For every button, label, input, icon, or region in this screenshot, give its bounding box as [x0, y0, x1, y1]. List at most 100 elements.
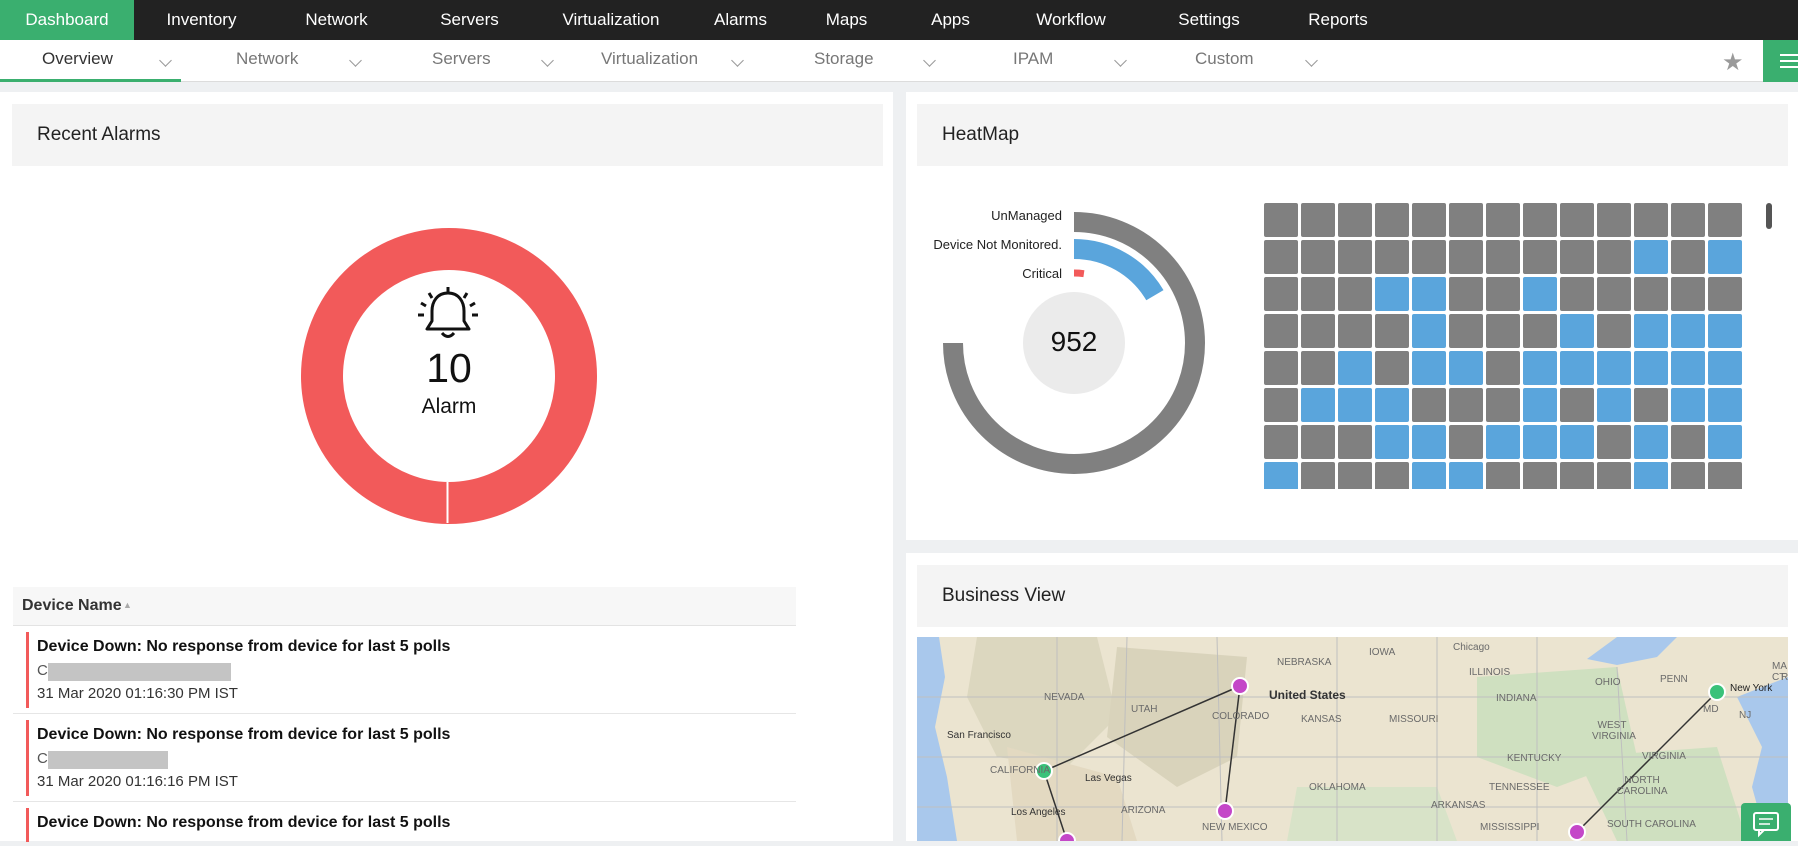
heatmap-cell[interactable]: [1634, 203, 1668, 237]
top-nav-apps[interactable]: Apps: [931, 10, 970, 29]
heatmap-cell[interactable]: [1338, 351, 1372, 385]
heatmap-cell[interactable]: [1597, 314, 1631, 348]
heatmap-cell[interactable]: [1375, 388, 1409, 422]
heatmap-cell[interactable]: [1338, 462, 1372, 489]
heatmap-cell[interactable]: [1523, 240, 1557, 274]
heatmap-cell[interactable]: [1264, 425, 1298, 459]
heatmap-cell[interactable]: [1375, 203, 1409, 237]
heatmap-cell[interactable]: [1560, 240, 1594, 274]
heatmap-cell[interactable]: [1264, 277, 1298, 311]
top-nav-settings[interactable]: Settings: [1178, 10, 1240, 29]
heatmap-cell[interactable]: [1412, 203, 1446, 237]
heatmap-cell[interactable]: [1375, 462, 1409, 489]
heatmap-cell[interactable]: [1412, 388, 1446, 422]
sort-asc-icon[interactable]: ▲: [123, 600, 132, 610]
heatmap-cell[interactable]: [1486, 240, 1520, 274]
heatmap-cell[interactable]: [1338, 240, 1372, 274]
heatmap-cell[interactable]: [1560, 388, 1594, 422]
heatmap-cell[interactable]: [1671, 240, 1705, 274]
sub-nav-network[interactable]: Network: [236, 40, 366, 82]
heatmap-cell[interactable]: [1264, 388, 1298, 422]
heatmap-cell[interactable]: [1412, 240, 1446, 274]
heatmap-cell[interactable]: [1301, 203, 1335, 237]
top-nav-workflow[interactable]: Workflow: [1036, 10, 1106, 29]
heatmap-cell[interactable]: [1412, 277, 1446, 311]
heatmap-cell[interactable]: [1597, 277, 1631, 311]
heatmap-scrollbar[interactable]: [1766, 203, 1772, 229]
heatmap-cell[interactable]: [1597, 240, 1631, 274]
table-row[interactable]: Device Down: No response from device for…: [13, 802, 796, 842]
heatmap-cell[interactable]: [1449, 351, 1483, 385]
heatmap-cell[interactable]: [1634, 240, 1668, 274]
heatmap-cell[interactable]: [1708, 240, 1742, 274]
map-node[interactable]: [1058, 832, 1076, 841]
map-node[interactable]: [1708, 683, 1726, 701]
map-node[interactable]: [1216, 802, 1234, 820]
heatmap-cell[interactable]: [1597, 425, 1631, 459]
heatmap-cell[interactable]: [1634, 277, 1668, 311]
heatmap-cell[interactable]: [1671, 388, 1705, 422]
heatmap-cell[interactable]: [1486, 462, 1520, 489]
heatmap-cell[interactable]: [1412, 462, 1446, 489]
heatmap-cell[interactable]: [1486, 277, 1520, 311]
heatmap-cell[interactable]: [1634, 314, 1668, 348]
heatmap-cell[interactable]: [1597, 203, 1631, 237]
heatmap-cell[interactable]: [1301, 314, 1335, 348]
heatmap-cell[interactable]: [1375, 314, 1409, 348]
heatmap-cell[interactable]: [1301, 240, 1335, 274]
heatmap-cell[interactable]: [1671, 462, 1705, 489]
heatmap-cell[interactable]: [1671, 314, 1705, 348]
star-icon[interactable]: ★: [1722, 49, 1744, 76]
heatmap-cell[interactable]: [1412, 314, 1446, 348]
heatmap-cell[interactable]: [1523, 203, 1557, 237]
heatmap-cell[interactable]: [1264, 203, 1298, 237]
heatmap-cell[interactable]: [1264, 351, 1298, 385]
heatmap-cell[interactable]: [1708, 314, 1742, 348]
heatmap-cell[interactable]: [1486, 425, 1520, 459]
heatmap-cell[interactable]: [1301, 277, 1335, 311]
heatmap-cell[interactable]: [1523, 425, 1557, 459]
sub-nav-custom[interactable]: Custom: [1195, 40, 1325, 82]
heatmap-cell[interactable]: [1449, 462, 1483, 489]
heatmap-cell[interactable]: [1671, 203, 1705, 237]
heatmap-cell[interactable]: [1560, 351, 1594, 385]
heatmap-cell[interactable]: [1560, 277, 1594, 311]
heatmap-cell[interactable]: [1486, 388, 1520, 422]
heatmap-cell[interactable]: [1523, 388, 1557, 422]
heatmap-cell[interactable]: [1375, 240, 1409, 274]
heatmap-cell[interactable]: [1523, 277, 1557, 311]
heatmap-cell[interactable]: [1301, 462, 1335, 489]
heatmap-cell[interactable]: [1338, 425, 1372, 459]
heatmap-cell[interactable]: [1264, 314, 1298, 348]
heatmap-cell[interactable]: [1301, 425, 1335, 459]
sub-nav-servers[interactable]: Servers: [432, 40, 562, 82]
business-map[interactable]: NEBRASKA IOWA Chicago ILLINOIS United St…: [917, 637, 1788, 841]
heatmap-cell[interactable]: [1523, 351, 1557, 385]
heatmap-cell[interactable]: [1560, 462, 1594, 489]
heatmap-cell[interactable]: [1634, 351, 1668, 385]
heatmap-cell[interactable]: [1597, 351, 1631, 385]
menu-button[interactable]: [1763, 40, 1798, 82]
heatmap-cell[interactable]: [1338, 277, 1372, 311]
table-row[interactable]: Device Down: No response from device for…: [13, 626, 796, 714]
heatmap-cell[interactable]: [1523, 462, 1557, 489]
heatmap-cell[interactable]: [1449, 240, 1483, 274]
heatmap-cell[interactable]: [1708, 425, 1742, 459]
sub-nav-ipam[interactable]: IPAM: [1013, 40, 1143, 82]
heatmap-cell[interactable]: [1708, 203, 1742, 237]
heatmap-cell[interactable]: [1671, 425, 1705, 459]
heatmap-cell[interactable]: [1301, 351, 1335, 385]
heatmap-cell[interactable]: [1449, 425, 1483, 459]
heatmap-cell[interactable]: [1671, 351, 1705, 385]
heatmap-cell[interactable]: [1338, 388, 1372, 422]
heatmap-cell[interactable]: [1597, 388, 1631, 422]
top-nav-reports[interactable]: Reports: [1308, 10, 1368, 29]
heatmap-cell[interactable]: [1449, 388, 1483, 422]
heatmap-cell[interactable]: [1412, 351, 1446, 385]
heatmap-cell[interactable]: [1708, 462, 1742, 489]
top-nav-network[interactable]: Network: [305, 10, 368, 29]
top-nav-dashboard[interactable]: Dashboard: [0, 0, 134, 40]
heatmap-cell[interactable]: [1449, 277, 1483, 311]
heatmap-cell[interactable]: [1523, 314, 1557, 348]
table-row[interactable]: Device Down: No response from device for…: [13, 714, 796, 802]
